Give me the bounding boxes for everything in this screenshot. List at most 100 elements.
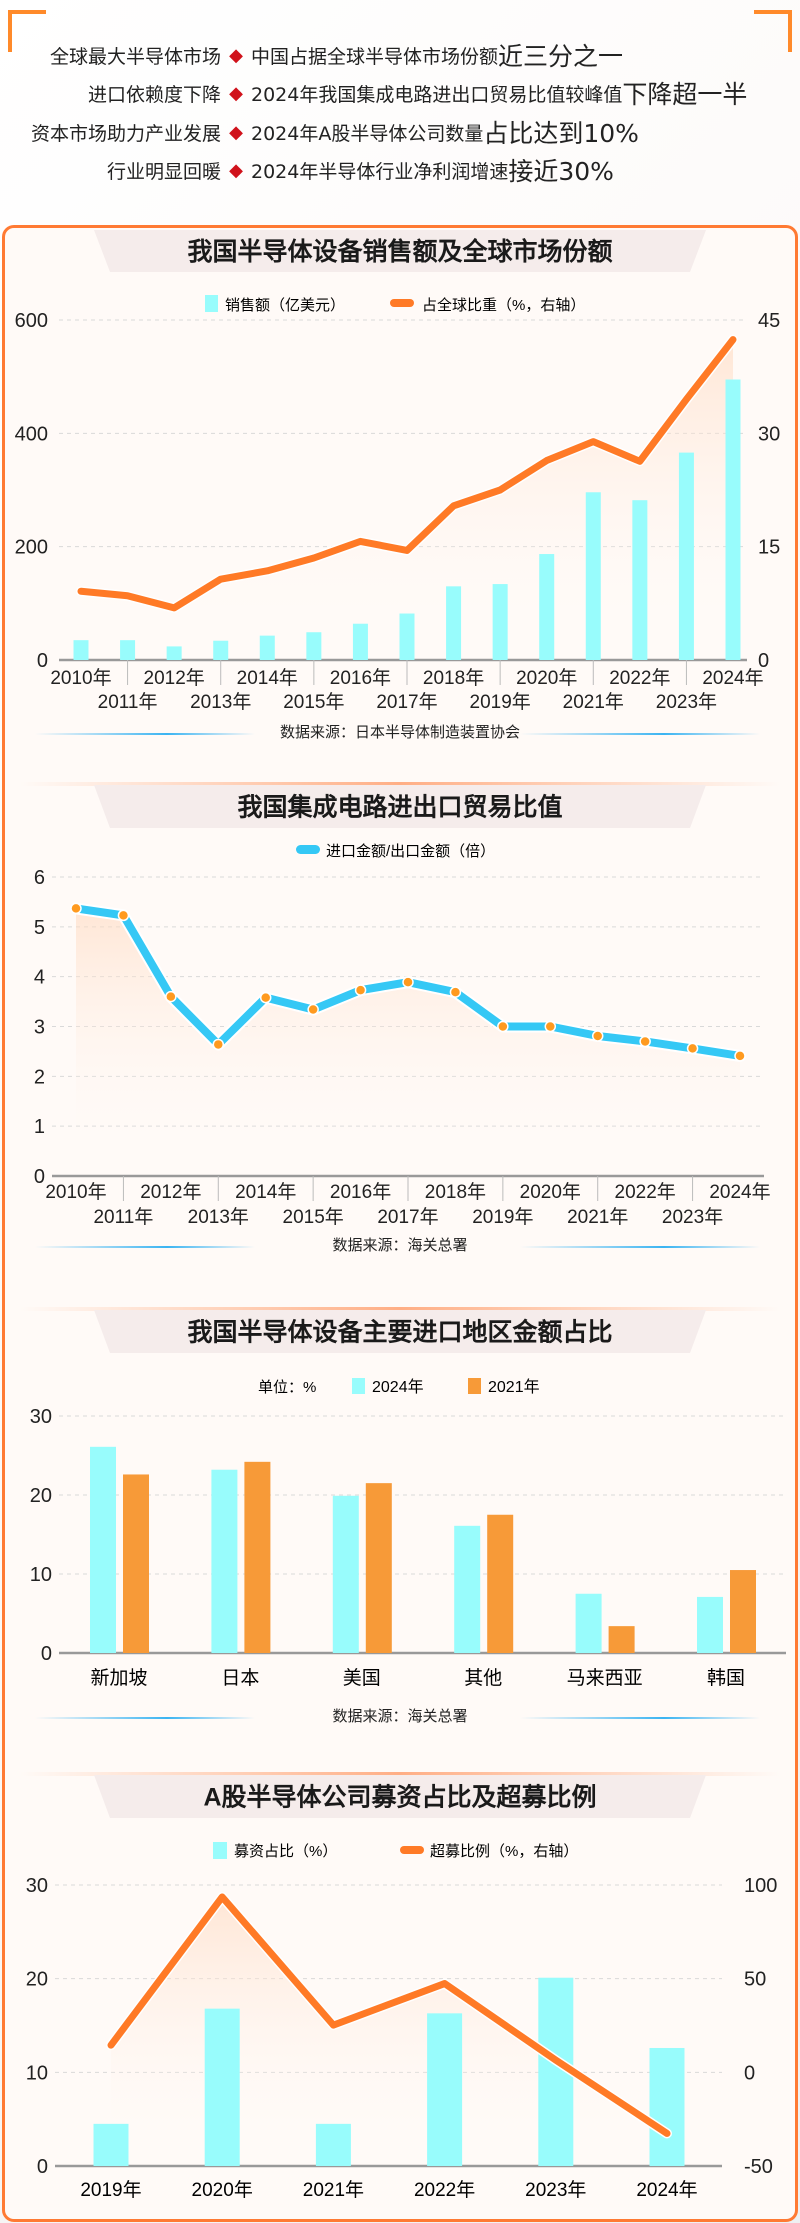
diamond-bullet-icon: ◆: [229, 121, 243, 143]
highlight-label: 全球最大半导体市场: [49, 45, 221, 68]
x-tick-label: 2018年: [425, 1181, 486, 1203]
highlight-line: 进口依赖度下降 ◆ 2024年我国集成电路进出口贸易比值较峰值 下降超一半: [0, 75, 800, 111]
bar: [166, 646, 182, 660]
data-point: [307, 1003, 319, 1016]
y-tick-label: 2: [34, 1066, 45, 1088]
y2-tick-label: 100: [744, 1875, 777, 1897]
bar: [120, 640, 136, 660]
legend-swatch-2021: [468, 1378, 481, 1394]
legend-swatch-bar: [213, 1842, 227, 1859]
y-tick-label: 0: [34, 1166, 45, 1188]
highlight-emphasis: 接近30%: [508, 157, 614, 186]
x-tick-label: 美国: [343, 1667, 381, 1689]
x-tick-label: 2023年: [656, 691, 717, 713]
section-divider: [20, 1772, 780, 1776]
y-tick-label: 6: [34, 867, 45, 889]
y2-tick-label: 30: [758, 423, 780, 445]
x-tick-label: 2021年: [303, 2179, 364, 2201]
y-tick-label: 30: [26, 1875, 48, 1897]
source-line-right: [520, 1246, 760, 1248]
legend-label-bar: 募资占比（%）: [234, 1843, 337, 1860]
x-tick-label: 2023年: [525, 2179, 586, 2201]
line-series: [77, 336, 737, 612]
x-tick-label: 2012年: [144, 667, 205, 689]
data-point: [354, 984, 367, 996]
highlight-line: 资本市场助力产业发展 ◆ 2024年A股半导体公司数量 占比达到10%: [0, 114, 800, 150]
bar: [306, 632, 322, 660]
x-tick-label: 2024年: [636, 2179, 697, 2201]
legend-label-2021: 2021年: [488, 1378, 540, 1396]
y-tick-label: 0: [37, 2156, 48, 2178]
legend-label-line: 进口金额/出口金额（倍）: [326, 843, 495, 860]
source-line-right: [520, 733, 760, 735]
y-tick-label: 400: [15, 423, 48, 445]
source-line-right: [520, 1717, 760, 1719]
bar: [725, 379, 741, 660]
bar: [204, 2008, 240, 2166]
x-tick-label: 2012年: [140, 1181, 201, 1203]
x-tick-label: 2019年: [470, 691, 531, 713]
chart-title: 我国集成电路进出口贸易比值: [237, 793, 562, 822]
bar-2024: [454, 1525, 481, 1653]
data-point: [212, 1038, 225, 1051]
x-tick-label: 2020年: [192, 2179, 253, 2201]
data-point: [686, 1042, 699, 1055]
bar: [352, 623, 368, 660]
legend-label-2024: 2024年: [372, 1378, 424, 1396]
y2-tick-label: 0: [758, 650, 769, 672]
bar-2021: [730, 1570, 756, 1653]
x-tick-label: 2021年: [567, 1206, 628, 1228]
x-tick-label: 其他: [464, 1667, 502, 1689]
bar-2021: [365, 1483, 392, 1653]
y-tick-label: 4: [34, 967, 45, 989]
diamond-bullet-icon: ◆: [229, 82, 243, 104]
section-divider: [20, 782, 780, 786]
y-tick-label: 600: [15, 310, 48, 332]
x-tick-label: 2010年: [45, 1181, 106, 1203]
x-tick-label: 2017年: [377, 1206, 438, 1228]
bar: [427, 2013, 463, 2166]
corner-bracket-right: [754, 10, 792, 52]
highlight-line: 行业明显回暖 ◆ 2024年半导体行业净利润增速 接近30%: [0, 152, 800, 188]
x-tick-label: 2015年: [283, 691, 344, 713]
chart-title: A股半导体公司募资占比及超募比例: [203, 1783, 596, 1812]
x-tick-label: 日本: [221, 1667, 259, 1689]
bar-2021: [487, 1514, 514, 1653]
data-point: [165, 990, 177, 1003]
bar: [259, 635, 275, 660]
highlight-text: 2024年半导体行业净利润增速: [251, 160, 509, 183]
y-tick-label: 0: [41, 1643, 52, 1665]
y-tick-label: 20: [30, 1485, 52, 1507]
bar-2024: [90, 1446, 116, 1653]
x-tick-label: 2016年: [330, 667, 391, 689]
legend-swatch-2024: [352, 1378, 365, 1394]
y2-tick-label: 15: [758, 537, 780, 559]
bar-2024: [697, 1596, 723, 1653]
x-tick-label: 马来西亚: [567, 1667, 643, 1689]
data-source: 数据来源：海关总署: [332, 1708, 467, 1725]
title-band: [94, 230, 706, 272]
data-point: [497, 1020, 509, 1033]
y2-tick-label: 45: [758, 310, 780, 332]
bar: [93, 2123, 129, 2166]
data-point: [639, 1035, 651, 1048]
y-tick-label: 1: [34, 1116, 45, 1138]
legend-unit: 单位：%: [258, 1379, 316, 1396]
legend-swatch-bar: [205, 295, 218, 312]
y-tick-label: 30: [30, 1406, 52, 1428]
y-tick-label: 10: [30, 1564, 52, 1586]
section-divider: [20, 1307, 780, 1311]
chart-title: 我国半导体设备销售额及全球市场份额: [187, 237, 612, 266]
x-tick-label: 2024年: [702, 667, 763, 689]
diamond-bullet-icon: ◆: [229, 159, 243, 181]
x-tick-label: 新加坡: [90, 1667, 147, 1689]
bar: [399, 613, 415, 660]
bar: [585, 492, 601, 660]
source-line-left: [35, 1246, 255, 1248]
y2-tick-label: 0: [744, 2062, 755, 2084]
bar: [492, 584, 508, 660]
title-band: [94, 1310, 706, 1353]
x-tick-label: 2019年: [472, 1206, 533, 1228]
